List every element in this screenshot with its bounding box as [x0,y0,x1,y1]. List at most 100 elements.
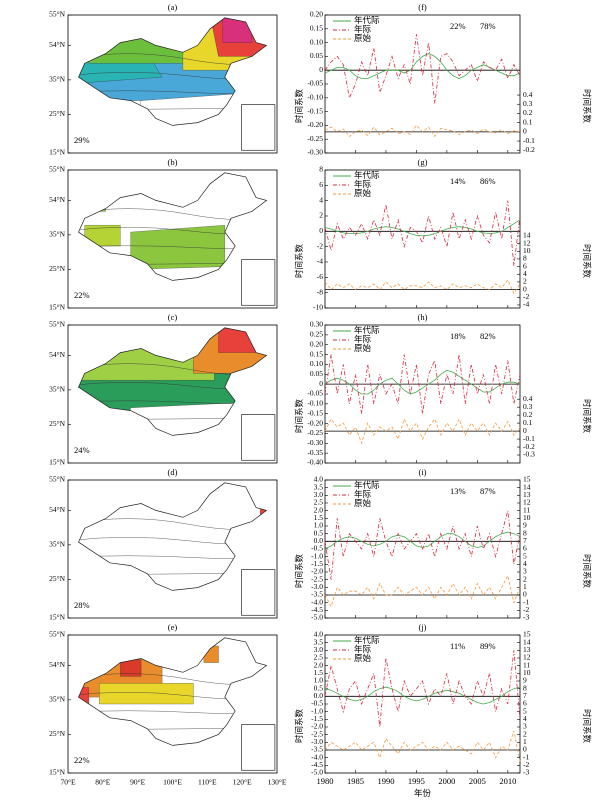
variance-percent: 18% [450,331,466,341]
y2-tick-label: 10 [523,246,531,255]
y2-tick-label: 6 [523,699,527,708]
lat-label: 55°N [49,475,65,484]
y-tick-label: -2.5 [311,729,323,738]
lat-label: 35°N [49,75,65,84]
y2-tick-label: 10 [523,513,531,522]
y-tick-label: -1.5 [311,714,323,723]
inset-box [241,414,276,461]
variance-percent: 13% [450,486,466,496]
y2-tick-label: -3 [523,768,529,777]
lon-label: 90°E [130,778,145,787]
panel-label: (h) [418,312,428,322]
lat-label: 55°N [49,630,65,639]
panel-label: (j) [418,622,426,632]
y-tick-label: 1.0 [314,521,324,530]
y-tick-label: -1.5 [311,559,323,568]
y-tick-label: -4.0 [311,597,323,606]
y2-axis-label: 时间系数 [582,89,592,124]
y-tick-label: 0.05 [310,369,323,378]
variance-percent: 87% [480,486,496,496]
y-axis-label: 时间系数 [294,709,304,744]
y-tick-label: -3.5 [311,590,323,599]
y2-tick-label: -0.3 [523,450,535,459]
y-tick-label: 0.15 [310,24,323,33]
x-tick-label: 1990 [377,776,394,786]
series-line [324,650,521,728]
lon-label: 110°E [198,778,217,787]
x-tick-label: 2000 [438,776,455,786]
legend-label: 原始 [354,498,372,508]
y-tick-label: 0.0 [314,536,324,545]
y-tick-label: -2.5 [311,574,323,583]
variance-percent: 78% [480,21,496,31]
y2-tick-label: -0.1 [523,136,535,145]
panel-label: (f) [418,2,427,12]
series-line [324,354,521,414]
china-outline [78,17,268,126]
plot-frame [324,169,521,309]
y-tick-label: 0.20 [310,339,323,348]
series-line [324,34,521,104]
series-line [324,418,521,445]
lat-label: 54°N [49,350,65,359]
y-tick-label: 3.5 [314,637,324,646]
x-tick-label: 1995 [408,776,425,786]
legend-label: 年代际 [354,635,380,645]
lat-label: 54°N [49,40,65,49]
y-tick-label: 2.5 [314,498,324,507]
lat-label: 25°N [49,419,65,428]
series-line [324,219,521,237]
y-tick-label: 4.0 [314,630,324,639]
lat-label: 35°N [49,230,65,239]
y2-tick-label: 0.3 [523,402,533,411]
y-tick-label: 0 [319,226,323,235]
y-tick-label: -0.05 [307,79,323,88]
legend-label: 原始 [354,343,372,353]
lat-label: 25°N [49,109,65,118]
lat-label: 15°N [49,303,65,312]
y-tick-label: 2.0 [314,660,324,669]
y2-axis-label: 时间系数 [582,244,592,279]
lat-label: 55°N [49,165,65,174]
y-tick-label: -3.5 [311,745,323,754]
y2-tick-label: 4 [523,559,527,568]
lat-label: 15°N [49,613,65,622]
y-tick-label: 3.0 [314,645,324,654]
y2-tick-label: -0.2 [523,145,535,154]
lat-label: 15°N [49,148,65,157]
legend-label: 年代际 [354,170,380,180]
legend-label: 原始 [354,653,372,663]
lat-label: 54°N [49,505,65,514]
y2-tick-label: 9 [523,521,527,530]
x-tick-label: 2010 [499,776,516,786]
y-tick-label: 8 [319,165,323,174]
legend-label: 原始 [354,33,372,43]
y-tick-label: -6 [317,272,323,281]
china-outline [78,482,268,591]
y2-tick-label: 10 [523,668,531,677]
variance-percent: 28% [74,600,90,610]
lat-label: 35°N [49,695,65,704]
y2-tick-label: 0.3 [523,99,533,108]
series-line [324,279,521,295]
inset-box [241,259,276,306]
y-tick-label: -10 [313,303,323,312]
lon-label: 80°E [95,778,110,787]
y-tick-label: -0.25 [307,134,323,143]
lat-label: 35°N [49,385,65,394]
y-tick-label: -3.0 [311,582,323,591]
y2-tick-label: 0 [523,745,527,754]
y2-tick-label: 0 [523,284,527,293]
y2-tick-label: 5 [523,551,527,560]
y-tick-label: 0 [319,379,323,388]
y-tick-label: 0.25 [310,330,323,339]
y-tick-label: 3.0 [314,490,324,499]
y2-tick-label: 6 [523,544,527,553]
panel-label: (d) [168,467,178,477]
lat-label: 54°N [49,195,65,204]
y-tick-label: -2.0 [311,567,323,576]
x-tick-label: 2005 [469,776,486,786]
y-tick-label: -0.5 [311,544,323,553]
variance-percent: 11% [450,641,465,651]
